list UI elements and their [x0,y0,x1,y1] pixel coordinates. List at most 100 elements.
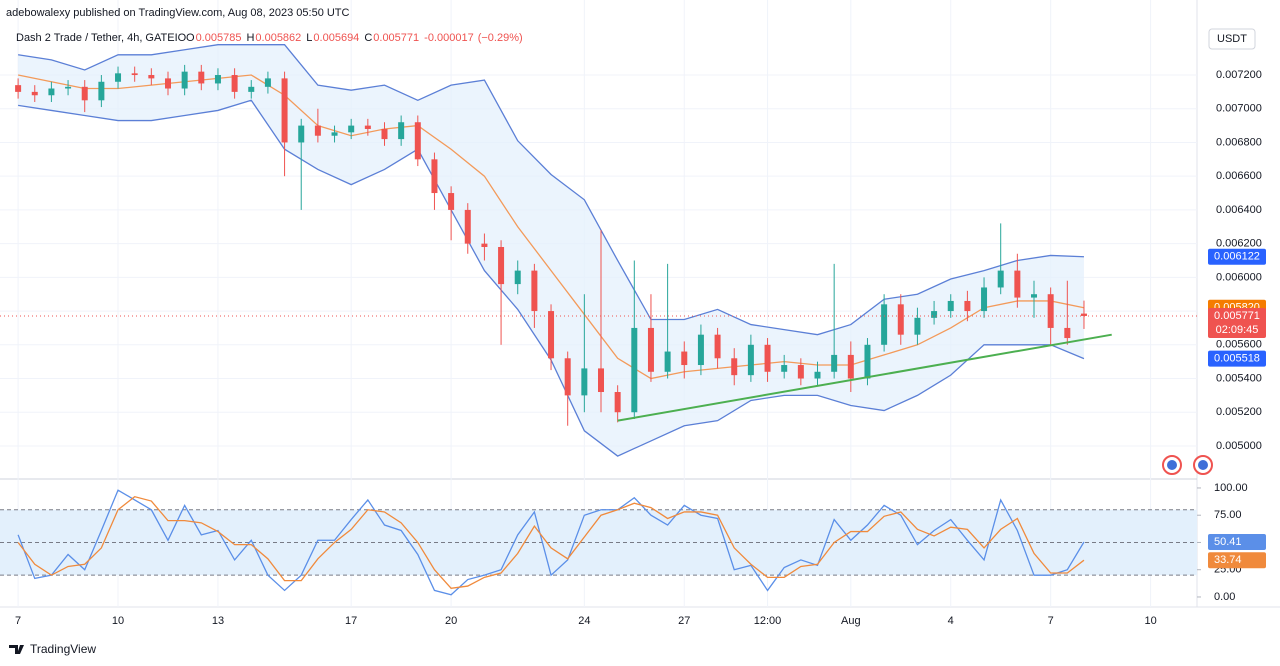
trendline [617,333,1112,422]
candle-body [214,75,221,84]
candle-body [781,365,788,372]
candle-body [731,358,738,376]
candle-body [747,344,754,376]
candle-body [647,327,654,372]
candle-body [831,354,838,372]
candle-body [714,334,721,359]
y-tick-label: 0.006400 [1216,204,1262,216]
x-tick-label: 10 [112,615,124,627]
y-tick-label: 0.005000 [1216,440,1262,452]
y-tick-label: 0.006200 [1216,238,1262,250]
candle-body [414,122,421,160]
value-label-box [1208,552,1266,569]
y-tick-label: 0.007000 [1216,103,1262,115]
y-tick-label: 0.007200 [1216,69,1262,81]
candle-body [531,270,538,312]
candle-body [797,365,804,379]
price-label: 0.006122 [1214,251,1260,263]
candle-body [15,85,22,92]
candle-body [464,209,471,244]
candle-body [348,125,355,133]
ohlc-key: C [364,32,372,44]
candle-body [681,351,688,366]
candle-body [231,75,238,92]
price-panel: 0.0050000.0052000.0054000.0056000.005800… [0,0,1266,627]
candle-body [281,78,288,143]
countdown: 02:09:45 [1216,324,1259,336]
candle-body [1014,270,1021,298]
candle-body [581,368,588,396]
candle-body [398,122,405,140]
price-label-box [1208,307,1266,338]
candle-body [914,317,921,335]
y-tick-label: 0.006600 [1216,170,1262,182]
candle-body [564,358,571,396]
candle-body [1064,327,1071,339]
candle-body [631,327,638,413]
x-tick-label: 12:00 [754,615,782,627]
value-label: 50.41 [1214,536,1242,548]
candle-body [697,334,704,366]
candle-body [997,270,1004,288]
candle-body [248,86,255,92]
candle-body [764,344,771,372]
value-label-box [1208,534,1266,551]
currency-button[interactable] [1208,28,1256,50]
flag-icons [1162,455,1213,475]
overlay-line [17,74,1085,380]
candle-body [498,247,505,285]
x-tick-label: 20 [445,615,457,627]
x-tick-label: 4 [948,615,954,627]
candle-body [298,125,305,143]
candle-body [481,243,488,248]
candle-body [814,371,821,379]
price-label: 0.005771 [1214,310,1260,322]
candle-body [181,71,188,89]
currency[interactable]: USDT [1217,33,1247,45]
ohlc-value: 0.005785 [196,32,242,44]
candle-body [148,75,155,79]
candle-body [598,368,604,393]
y-tick-label: 0.00 [1214,591,1235,603]
candle-body [81,86,88,101]
candle-body [364,125,371,129]
x-tick-label: 24 [578,615,590,627]
candle-body [448,193,455,210]
y-tick-label: 75.00 [1214,509,1242,521]
price-label-box [1208,350,1266,367]
ohlc-value: 0.005771 [373,32,419,44]
candle-body [381,128,388,140]
publisher: adebowalexy published on TradingView.com… [6,7,350,19]
footer-logo [9,645,24,654]
x-tick-label: Aug [841,615,861,627]
candle-body [881,304,888,345]
ohlc-key: H [246,32,254,44]
x-tick-label: 7 [1048,615,1054,627]
candle-body [264,78,271,87]
price-label: 0.005518 [1214,353,1260,365]
candle-body [864,344,871,379]
y-tick-label: 0.005200 [1216,406,1262,418]
candle-body [514,270,521,285]
overlay-line [18,44,1084,336]
candle-body [614,392,621,413]
y-tick-label: 0.005400 [1216,372,1262,384]
ohlc-value: 0.005862 [255,32,301,44]
candle-body [164,78,171,89]
candle-body [115,73,122,82]
change-pct: (−0.29%) [478,32,523,44]
candle-body [964,300,971,312]
candle-body [48,88,55,96]
y-tick-label: 0.005600 [1216,339,1262,351]
candle-body [947,300,954,312]
oscillator-line [17,495,1085,589]
y-tick-label: 0.006000 [1216,271,1262,283]
x-tick-label: 13 [212,615,224,627]
candle-body [131,73,138,76]
candle-body [1031,294,1038,298]
candle-body [548,311,555,359]
candle-body [981,287,988,312]
